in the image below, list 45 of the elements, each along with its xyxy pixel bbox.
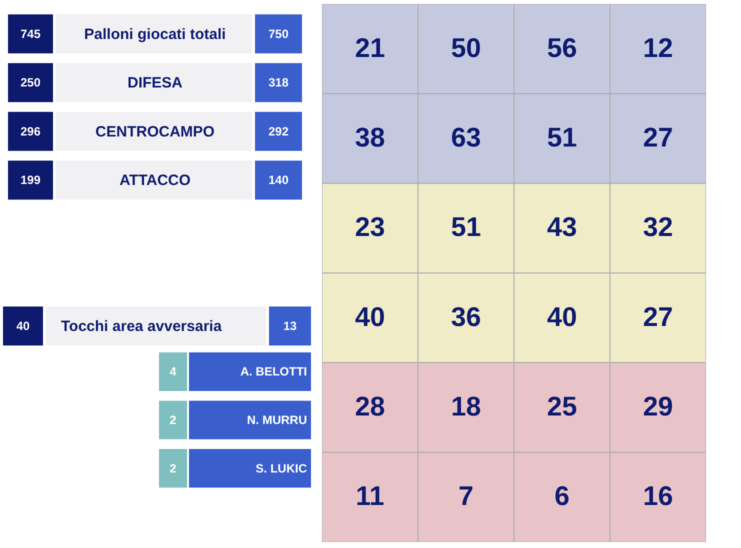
data-label: 25 [546,392,578,422]
data-label: 21 [354,32,386,63]
data-label: 292 [268,124,289,138]
data-label: 6 [554,481,570,512]
data-label: 296 [20,124,41,138]
data-label: 318 [268,76,289,90]
category-label: S. LUKIC [256,461,308,476]
data-label: 13 [283,319,297,333]
data-label: 18 [450,392,482,422]
data-label: 11 [356,481,384,512]
category-label: DIFESA [127,74,183,92]
category-label: A. BELOTTI [240,364,307,379]
category-label: Tocchi area avversaria [61,318,222,335]
data-label: 16 [642,481,674,512]
data-label: 51 [450,212,482,242]
category-label: CENTROCAMPO [95,123,215,140]
data-label: 28 [354,392,386,422]
category-label: N. MURRU [247,413,307,427]
data-label: 51 [546,122,578,152]
data-label: 12 [642,32,674,63]
data-label: 43 [546,212,578,242]
data-label: 250 [20,76,41,90]
data-label: 4 [170,364,177,379]
data-label: 40 [354,302,386,332]
data-label: 27 [642,302,674,332]
data-label: 38 [354,122,386,152]
data-label: 40 [546,302,578,332]
category-label: ATTACCO [119,172,191,190]
data-label: 140 [268,173,289,188]
data-label: 2 [170,461,177,476]
data-label: 63 [450,122,482,152]
data-label: 2 [170,413,177,427]
data-label: 50 [450,32,482,63]
data-label: 23 [354,212,386,242]
data-label: 745 [20,26,41,41]
data-label: 750 [268,26,289,41]
data-label: 36 [450,302,482,332]
category-label: Palloni giocati totali [84,26,226,43]
data-label: 56 [546,32,578,63]
data-label: 32 [642,212,674,242]
data-label: 40 [16,319,30,333]
data-label: 199 [20,173,41,188]
data-label: 27 [642,122,674,152]
data-label: 29 [642,392,674,422]
data-label: 7 [458,481,474,512]
